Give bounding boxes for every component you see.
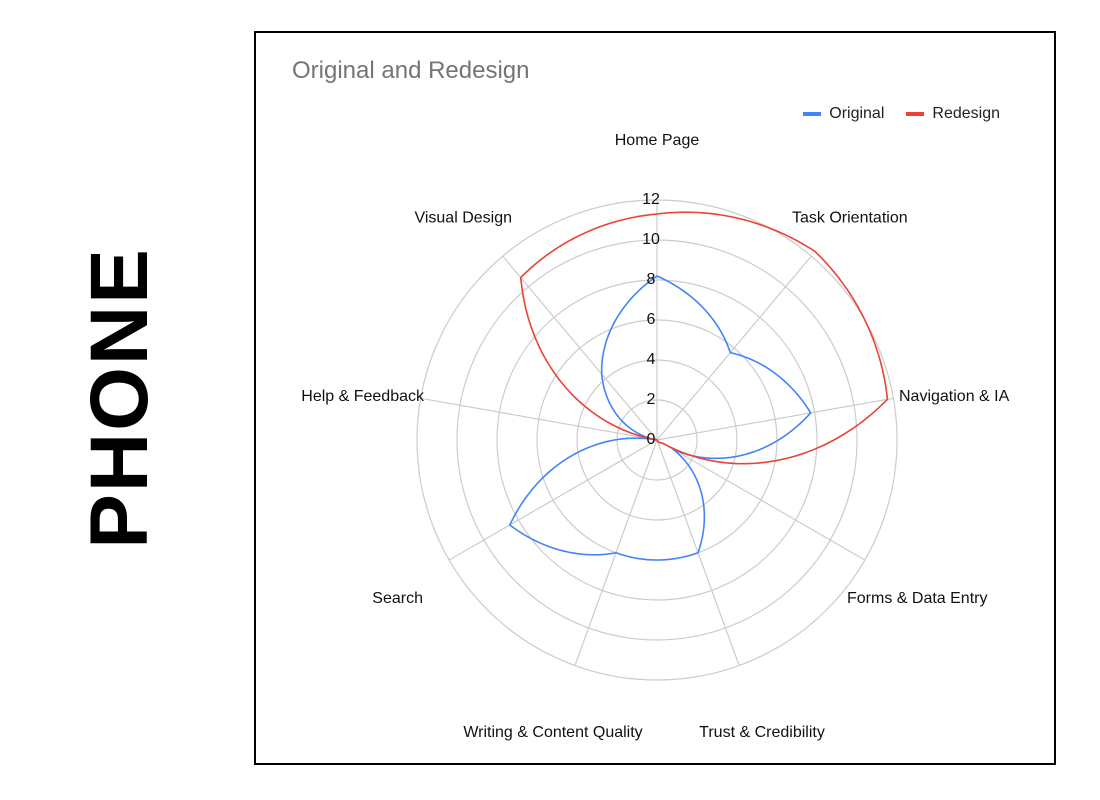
legend-swatch-original (803, 112, 822, 116)
tick-label-0: 0 (647, 431, 656, 448)
side-label-text: PHONE (74, 247, 165, 549)
category-label-1: Task Orientation (792, 209, 908, 226)
legend-label-redesign: Redesign (932, 105, 1000, 122)
series-line-redesign (519, 211, 889, 465)
category-label-0: Home Page (615, 132, 700, 149)
chart-frame: Original and Redesign Original Redesign … (254, 31, 1056, 765)
side-label: PHONE (0, 0, 240, 800)
radar-chart: 0 2 4 6 8 10 12 Home Page Task Orientation Naviga… (301, 132, 1010, 741)
series-line-original (508, 275, 812, 561)
tick-label-8: 8 (647, 271, 656, 288)
tick-label-12: 12 (642, 191, 660, 208)
tick-label-10: 10 (642, 231, 660, 248)
spoke-3 (656, 439, 866, 561)
category-label-6: Search (372, 590, 423, 607)
tick-label-2: 2 (647, 391, 656, 408)
legend-label-original: Original (829, 105, 885, 122)
legend-swatch-redesign (906, 112, 925, 116)
tick-label-6: 6 (647, 311, 656, 328)
category-label-3: Forms & Data Entry (847, 590, 987, 607)
legend-item-redesign: Redesign (906, 105, 1000, 123)
chart-title: Original and Redesign (292, 57, 530, 84)
category-label-2: Navigation & IA (899, 388, 1010, 405)
legend-item-original: Original (803, 105, 884, 123)
spoke-1 (656, 255, 812, 441)
tick-label-4: 4 (647, 351, 656, 368)
category-label-4: Trust & Credibility (699, 724, 825, 741)
category-label-8: Visual Design (414, 209, 512, 226)
category-label-5: Writing & Content Quality (463, 724, 642, 741)
legend: Original Redesign (803, 105, 1000, 123)
spoke-6 (448, 439, 658, 561)
spoke-7 (420, 397, 658, 441)
spoke-8 (502, 255, 658, 441)
category-label-7: Help & Feedback (301, 388, 425, 405)
spoke-2 (656, 397, 894, 441)
